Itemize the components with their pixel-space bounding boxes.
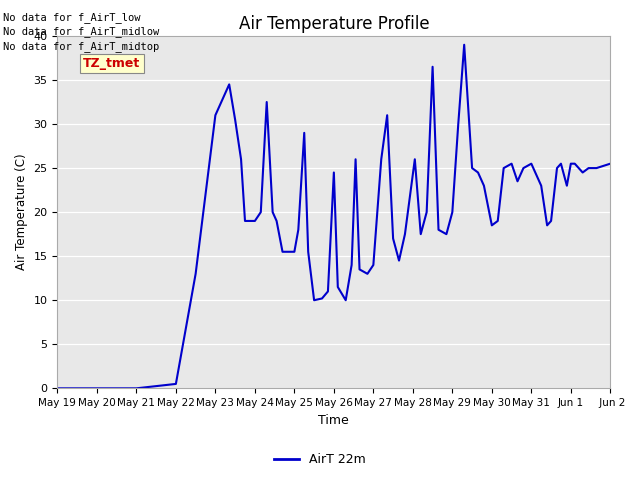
Text: No data for f_AirT_midtop: No data for f_AirT_midtop [3,41,159,52]
Y-axis label: Air Temperature (C): Air Temperature (C) [15,154,28,270]
Text: TZ_tmet: TZ_tmet [83,57,140,70]
Title: Air Temperature Profile: Air Temperature Profile [239,15,429,33]
X-axis label: Time: Time [319,414,349,427]
Legend: AirT 22m: AirT 22m [269,448,371,471]
Text: No data for f_AirT_midlow: No data for f_AirT_midlow [3,26,159,37]
Text: No data for f_AirT_low: No data for f_AirT_low [3,12,141,23]
